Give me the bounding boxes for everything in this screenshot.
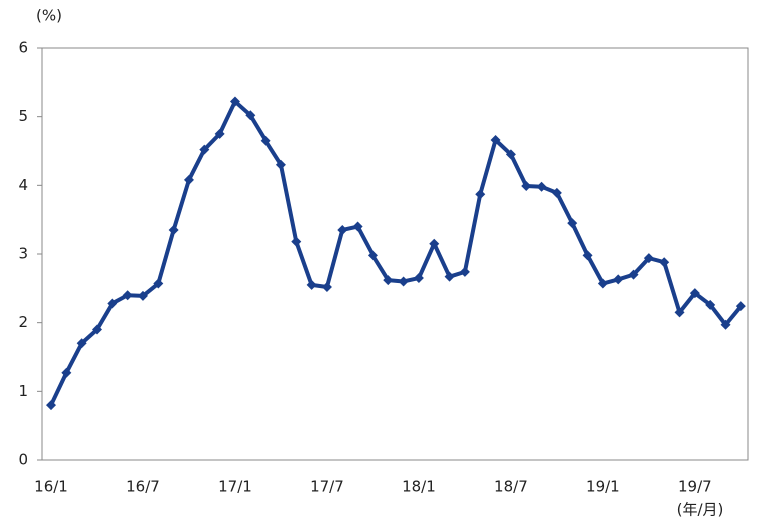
x-tick-label: 18/7 bbox=[494, 478, 528, 496]
marker bbox=[61, 367, 72, 378]
y-tick-label: 1 bbox=[18, 382, 28, 400]
marker bbox=[597, 278, 608, 289]
marker bbox=[122, 290, 133, 301]
marker bbox=[137, 290, 148, 301]
marker bbox=[429, 238, 440, 249]
marker bbox=[321, 281, 332, 292]
marker bbox=[413, 273, 424, 284]
marker bbox=[352, 221, 363, 232]
marker bbox=[76, 338, 87, 349]
marker bbox=[705, 299, 716, 310]
marker bbox=[46, 400, 56, 411]
marker bbox=[291, 236, 302, 247]
marker bbox=[490, 135, 501, 146]
y-tick-label: 6 bbox=[18, 39, 28, 57]
marker bbox=[505, 149, 516, 160]
marker bbox=[459, 266, 470, 277]
x-tick-label: 17/1 bbox=[218, 478, 252, 496]
x-tick-label: 16/1 bbox=[34, 478, 68, 496]
marker bbox=[107, 298, 118, 309]
marker bbox=[674, 307, 685, 318]
marker bbox=[367, 250, 378, 261]
marker bbox=[168, 224, 179, 235]
line bbox=[49, 99, 743, 406]
x-tick-label: 19/1 bbox=[586, 478, 620, 496]
marker bbox=[551, 187, 562, 198]
x-axis-label: (年/月) bbox=[677, 501, 724, 519]
marker bbox=[659, 257, 670, 268]
marker bbox=[521, 181, 532, 192]
marker bbox=[306, 279, 317, 290]
x-tick-label: 18/1 bbox=[402, 478, 436, 496]
marker bbox=[567, 218, 578, 229]
marker bbox=[183, 174, 194, 185]
y-tick-label: 0 bbox=[18, 451, 28, 469]
x-tick-label: 19/7 bbox=[678, 478, 712, 496]
marker bbox=[153, 278, 164, 289]
marker bbox=[536, 181, 547, 192]
marker bbox=[444, 271, 455, 282]
y-tick-label: 5 bbox=[18, 107, 28, 125]
y-axis-label: (%) bbox=[36, 7, 62, 25]
marker bbox=[628, 269, 639, 280]
y-tick-label: 4 bbox=[18, 176, 28, 194]
marker bbox=[475, 189, 486, 200]
marker bbox=[199, 144, 210, 155]
marker bbox=[275, 159, 286, 170]
marker bbox=[91, 324, 102, 335]
marker bbox=[582, 250, 593, 261]
marker bbox=[689, 288, 700, 299]
plot-frame bbox=[41, 47, 749, 461]
y-tick-label: 2 bbox=[18, 313, 28, 331]
marker bbox=[245, 110, 256, 121]
marker bbox=[337, 224, 348, 235]
marker bbox=[398, 276, 409, 287]
marker bbox=[720, 319, 731, 330]
y-tick-label: 3 bbox=[18, 245, 28, 263]
marker bbox=[383, 275, 394, 286]
marker bbox=[260, 135, 271, 146]
marker bbox=[643, 253, 654, 264]
marker bbox=[735, 301, 746, 312]
x-tick-label: 16/7 bbox=[126, 478, 160, 496]
marker bbox=[613, 274, 624, 285]
marker bbox=[229, 96, 240, 107]
x-tick-label: 17/7 bbox=[310, 478, 344, 496]
marker bbox=[214, 128, 225, 139]
